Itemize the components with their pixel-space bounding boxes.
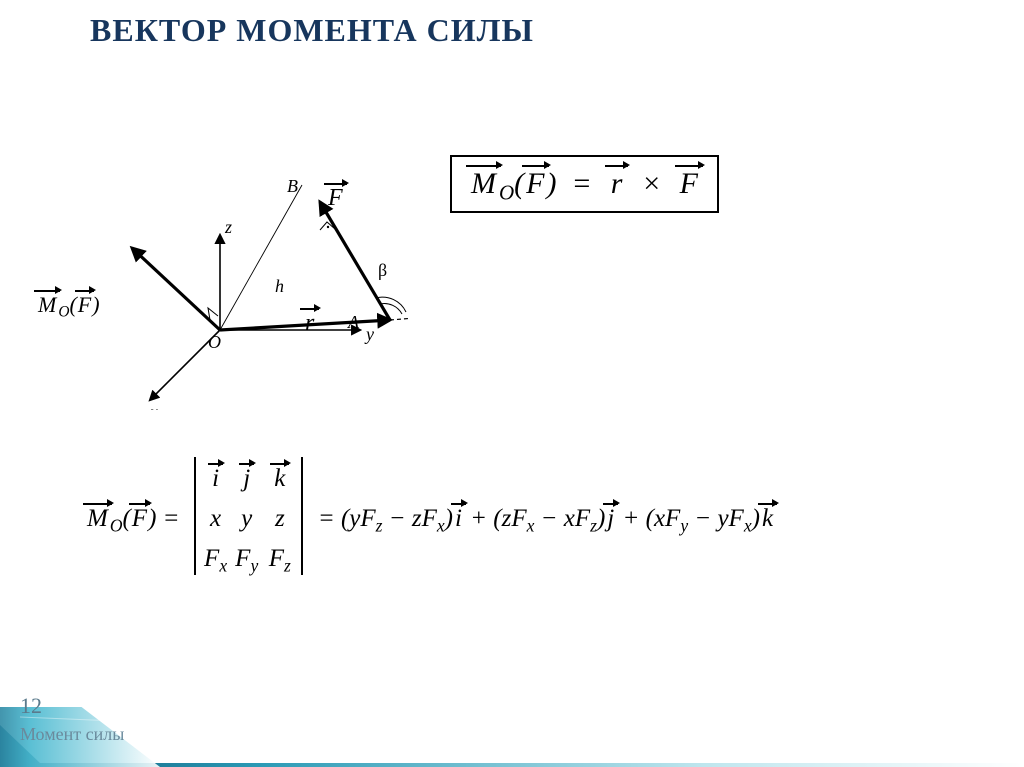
vector-f-label: F [326, 185, 345, 212]
footer-bar [0, 707, 1024, 767]
moment-vector-label: MO(F) [36, 292, 100, 322]
moment-definition-formula: MO(F) = r × F [450, 155, 719, 213]
axis-y-label: y [364, 324, 374, 344]
slide-title: ВЕКТОР МОМЕНТА СИЛЫ [90, 12, 534, 49]
vector-r-label: r [302, 310, 317, 337]
beta-label: β [378, 260, 387, 280]
vector-diagram: z y x O A B h β F r MO(F) [50, 130, 410, 410]
point-a-label: A [347, 312, 360, 332]
axis-z-label: z [224, 217, 232, 237]
point-b-label: B [287, 176, 298, 196]
slide-number: 12 [20, 693, 42, 719]
origin-label: O [208, 332, 221, 352]
h-label: h [275, 276, 284, 296]
footer-caption: Момент силы [20, 724, 124, 745]
moment-determinant-formula: MO(F) = i j k x y z Fx Fy Fz = (yFz − zF… [85, 455, 775, 586]
axis-x-label: x [149, 402, 158, 410]
